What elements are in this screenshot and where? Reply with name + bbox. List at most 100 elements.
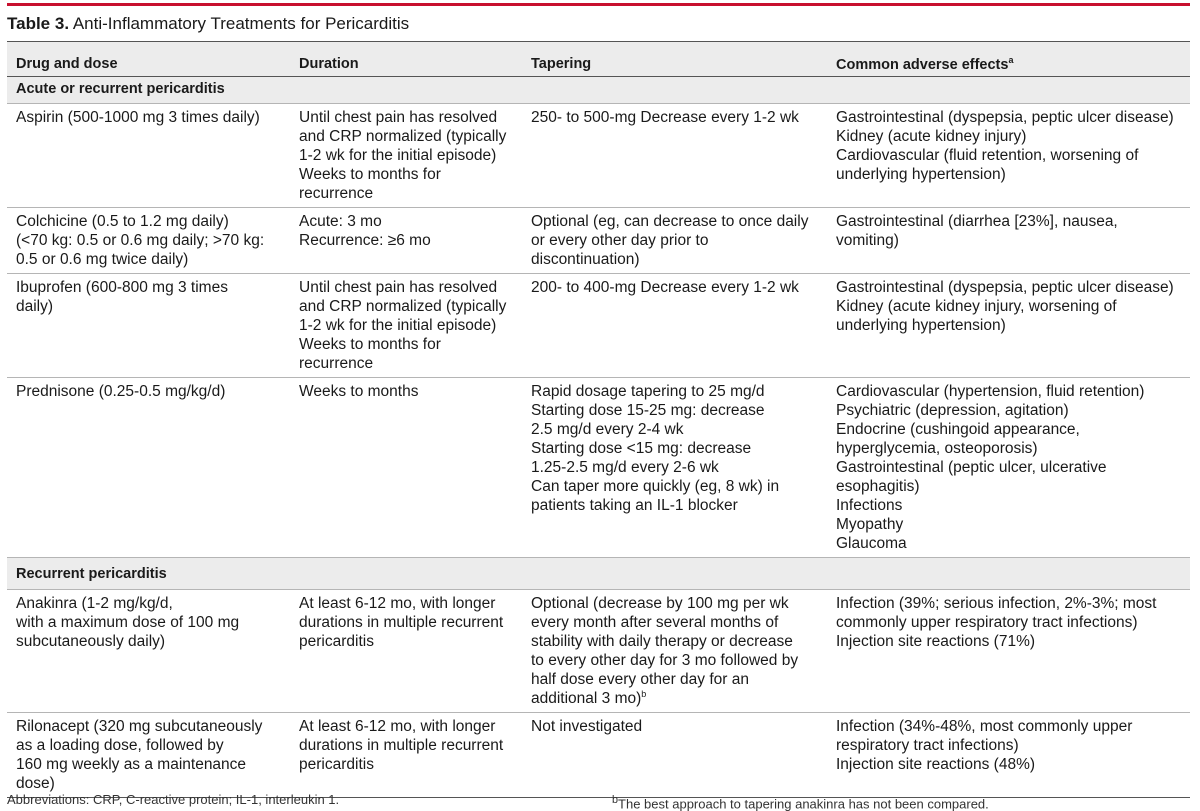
table-body: Acute or recurrent pericarditis Aspirin (… bbox=[7, 76, 1190, 798]
table-row: Rilonacept (320 mg subcutaneously as a lo… bbox=[7, 712, 1190, 798]
cell-line: Prednisone (0.25-0.5 mg/kg/d) bbox=[16, 383, 226, 400]
cell-line: Gastrointestinal (peptic ulcer, ulcerati… bbox=[836, 459, 1107, 476]
cell-adverse: Gastrointestinal (dyspepsia, peptic ulce… bbox=[827, 103, 1190, 208]
cell-line: At least 6-12 mo, with longer bbox=[299, 718, 496, 735]
cell-line: every month after several months of bbox=[531, 614, 779, 631]
cell-line: Starting dose 15-25 mg: decrease bbox=[531, 402, 765, 419]
header-duration: Duration bbox=[290, 41, 522, 77]
cell-line: pericarditis bbox=[299, 633, 374, 650]
cell-line: Psychiatric (depression, agitation) bbox=[836, 402, 1069, 419]
table-title-text: Anti-Inflammatory Treatments for Pericar… bbox=[69, 14, 410, 33]
cell-line: daily) bbox=[16, 298, 54, 315]
cell-line: 1-2 wk for the initial episode) bbox=[299, 147, 497, 164]
cell-line: and CRP normalized (typically bbox=[299, 128, 507, 145]
cell-tapering: Rapid dosage tapering to 25 mg/d Starting… bbox=[522, 377, 827, 558]
table-number: Table 3. bbox=[7, 14, 70, 33]
header-row: Drug and dose Duration Tapering Common a… bbox=[7, 41, 1190, 77]
table-row: Aspirin (500-1000 mg 3 times daily) Until… bbox=[7, 103, 1190, 208]
cell-adverse: Infection (34%-48%, most commonly upper r… bbox=[827, 712, 1190, 798]
cell-line: Gastrointestinal (dyspepsia, peptic ulce… bbox=[836, 109, 1174, 126]
cell-line: Weeks to months for bbox=[299, 166, 441, 183]
cell-duration: Acute: 3 mo Recurrence: ≥6 mo bbox=[290, 207, 522, 274]
cell-line: 250- to 500-mg Decrease every 1-2 wk bbox=[531, 109, 799, 126]
cell-line: Not investigated bbox=[531, 718, 643, 735]
cell-line: or every other day prior to bbox=[531, 232, 709, 249]
treatments-table: Drug and dose Duration Tapering Common a… bbox=[7, 41, 1190, 798]
cell-duration: At least 6-12 mo, with longer durations i… bbox=[290, 712, 522, 798]
cell-line: 1.25-2.5 mg/d every 2-6 wk bbox=[531, 459, 719, 476]
cell-adverse: Gastrointestinal (diarrhea [23%], nausea… bbox=[827, 207, 1190, 274]
header-adverse-effects: Common adverse effectsa bbox=[827, 41, 1190, 77]
footnote-b-marker: b bbox=[612, 794, 619, 806]
cell-drug: Anakinra (1-2 mg/kg/d, with a maximum dos… bbox=[7, 589, 290, 713]
cell-line: Weeks to months for bbox=[299, 336, 441, 353]
cell-line: patients taking an IL-1 blocker bbox=[531, 497, 738, 514]
cell-line: discontinuation) bbox=[531, 251, 640, 268]
cell-line: Starting dose <15 mg: decrease bbox=[531, 440, 752, 457]
cell-drug: Rilonacept (320 mg subcutaneously as a lo… bbox=[7, 712, 290, 798]
cell-line: Gastrointestinal (dyspepsia, peptic ulce… bbox=[836, 279, 1174, 296]
cell-drug: Prednisone (0.25-0.5 mg/kg/d) bbox=[7, 377, 290, 558]
cell-tapering: Not investigated bbox=[522, 712, 827, 798]
table-row: Colchicine (0.5 to 1.2 mg daily) (<70 kg:… bbox=[7, 207, 1190, 274]
cell-duration: Weeks to months bbox=[290, 377, 522, 558]
cell-line: Cardiovascular (hypertension, fluid rete… bbox=[836, 383, 1145, 400]
cell-line: respiratory tract infections) bbox=[836, 737, 1019, 754]
cell-line: Weeks to months bbox=[299, 383, 419, 400]
cell-line: Kidney (acute kidney injury, worsening o… bbox=[836, 298, 1117, 315]
cell-tapering: Optional (decrease by 100 mg per wk every… bbox=[522, 589, 827, 713]
header-adverse-label: Common adverse effects bbox=[836, 56, 1009, 73]
cell-line: 2.5 mg/d every 2-4 wk bbox=[531, 421, 684, 438]
header-tapering: Tapering bbox=[522, 41, 827, 77]
cell-line: 200- to 400-mg Decrease every 1-2 wk bbox=[531, 279, 799, 296]
cell-duration: Until chest pain has resolved and CRP nor… bbox=[290, 103, 522, 208]
table-title: Table 3. Anti-Inflammatory Treatments fo… bbox=[7, 13, 409, 35]
footnote-marker: b bbox=[641, 688, 647, 699]
cell-line: stability with daily therapy or decrease bbox=[531, 633, 793, 650]
cell-line: Acute: 3 mo bbox=[299, 213, 382, 230]
cell-line: Glaucoma bbox=[836, 535, 907, 552]
cell-line: dose) bbox=[16, 775, 55, 792]
cell-line: Until chest pain has resolved bbox=[299, 109, 498, 126]
cell-line: Colchicine (0.5 to 1.2 mg daily) bbox=[16, 213, 229, 230]
table-row: Anakinra (1-2 mg/kg/d, with a maximum dos… bbox=[7, 589, 1190, 713]
cell-line: to every other day for 3 mo followed by bbox=[531, 652, 799, 669]
cell-line: Cardiovascular (fluid retention, worseni… bbox=[836, 147, 1139, 164]
cell-line: recurrence bbox=[299, 355, 374, 372]
footnote-b-text: The best approach to tapering anakinra h… bbox=[618, 796, 989, 811]
cell-line: 0.5 or 0.6 mg twice daily) bbox=[16, 251, 189, 268]
cell-line: vomiting) bbox=[836, 232, 899, 249]
cell-line: At least 6-12 mo, with longer bbox=[299, 595, 496, 612]
cell-line: Infection (39%; serious infection, 2%-3%… bbox=[836, 595, 1157, 612]
cell-line: durations in multiple recurrent bbox=[299, 614, 504, 631]
cell-line: and CRP normalized (typically bbox=[299, 298, 507, 315]
cell-line: pericarditis bbox=[299, 756, 374, 773]
cell-line: Infection (34%-48%, most commonly upper bbox=[836, 718, 1133, 735]
header-drug: Drug and dose bbox=[7, 41, 290, 77]
cell-line: underlying hypertension) bbox=[836, 166, 1006, 183]
cell-line: durations in multiple recurrent bbox=[299, 737, 504, 754]
cell-line: Can taper more quickly (eg, 8 wk) in bbox=[531, 478, 780, 495]
footnote-abbreviations: Abbreviations: CRP, C-reactive protein; … bbox=[7, 792, 340, 807]
cell-duration: At least 6-12 mo, with longer durations i… bbox=[290, 589, 522, 713]
cell-drug: Ibuprofen (600-800 mg 3 times daily) bbox=[7, 273, 290, 378]
section-row: Recurrent pericarditis bbox=[7, 557, 1190, 590]
cell-line: Kidney (acute kidney injury) bbox=[836, 128, 1027, 145]
table-row: Ibuprofen (600-800 mg 3 times daily) Until… bbox=[7, 273, 1190, 378]
cell-drug: Aspirin (500-1000 mg 3 times daily) bbox=[7, 103, 290, 208]
cell-line: with a maximum dose of 100 mg bbox=[16, 614, 240, 631]
cell-line: hyperglycemia, osteoporosis) bbox=[836, 440, 1038, 457]
cell-line: recurrence bbox=[299, 185, 374, 202]
cell-line: Optional (eg, can decrease to once daily bbox=[531, 213, 809, 230]
cell-line: Rapid dosage tapering to 25 mg/d bbox=[531, 383, 765, 400]
cell-line: Ibuprofen (600-800 mg 3 times bbox=[16, 279, 228, 296]
cell-line: 160 mg weekly as a maintenance bbox=[16, 756, 247, 773]
cell-line: underlying hypertension) bbox=[836, 317, 1006, 334]
section-label: Recurrent pericarditis bbox=[7, 557, 1190, 590]
cell-tapering: 200- to 400-mg Decrease every 1-2 wk bbox=[522, 273, 827, 378]
cell-line: Aspirin (500-1000 mg 3 times daily) bbox=[16, 109, 260, 126]
cell-line: esophagitis) bbox=[836, 478, 920, 495]
cell-line: additional 3 mo) bbox=[531, 690, 642, 707]
section-label: Acute or recurrent pericarditis bbox=[7, 76, 1190, 104]
cell-line: Injection site reactions (71%) bbox=[836, 633, 1036, 650]
